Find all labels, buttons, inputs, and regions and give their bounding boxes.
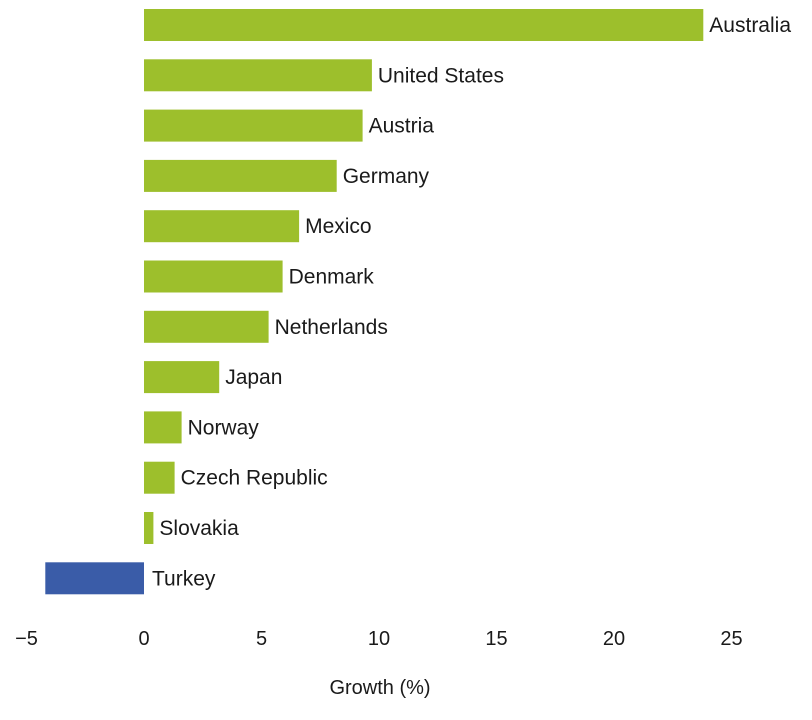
bars-group (45, 9, 704, 595)
x-axis-ticks: −5 0 5 10 15 20 25 (15, 628, 743, 650)
bar-labels-group: Australia United States Austria Germany Mexi… (152, 14, 791, 590)
bar-label: Japan (225, 366, 282, 389)
bar-label: Turkey (152, 567, 216, 590)
bar-japan (144, 361, 220, 394)
x-tick-label: 5 (256, 628, 267, 650)
bar-label: United States (378, 64, 504, 87)
bar-label: Austria (369, 115, 435, 138)
x-tick-label: 10 (368, 628, 390, 650)
bar-mexico (144, 210, 300, 243)
x-tick-label: 20 (603, 628, 625, 650)
bar-label: Norway (188, 416, 260, 439)
bar-label: Denmark (289, 266, 375, 289)
bar-czech-republic (144, 461, 175, 494)
x-tick-label: 15 (485, 628, 507, 650)
bar-australia (144, 9, 704, 41)
bar-label: Mexico (305, 215, 372, 238)
bar-netherlands (144, 310, 269, 343)
bar-turkey (45, 562, 144, 595)
x-tick-label: −5 (15, 628, 38, 650)
x-tick-label: 0 (138, 628, 149, 650)
bar-label: Netherlands (275, 316, 388, 339)
bar-united-states (144, 59, 372, 92)
bar-germany (144, 159, 337, 192)
bar-label: Slovakia (159, 517, 239, 540)
x-tick-label: 25 (720, 628, 742, 650)
bar-label: Germany (343, 165, 430, 188)
bar-denmark (144, 260, 283, 293)
bar-slovakia (144, 512, 154, 544)
bar-label: Australia (709, 14, 791, 37)
bar-austria (144, 109, 363, 142)
bar-norway (144, 411, 182, 444)
bar-label: Czech Republic (181, 467, 328, 490)
x-axis-title: Growth (%) (329, 677, 430, 699)
